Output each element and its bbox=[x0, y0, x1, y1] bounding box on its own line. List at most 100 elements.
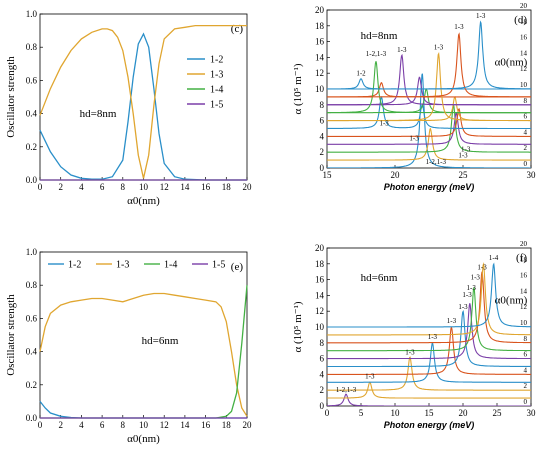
offset-label: 0 bbox=[524, 398, 528, 406]
panel-label: (d) bbox=[514, 14, 527, 26]
x-tick-label: 6 bbox=[100, 420, 105, 430]
x-tick-label: 2 bbox=[58, 420, 63, 430]
spectrum-line-20b bbox=[327, 20, 531, 90]
peak-label: 1-3 bbox=[397, 46, 407, 54]
offset-label: 14 bbox=[520, 287, 528, 295]
y-axis-label: α (10⁵ m⁻¹) bbox=[292, 63, 304, 114]
y-tick-label: 20 bbox=[315, 5, 325, 15]
y-tick-label: 4 bbox=[320, 369, 325, 379]
y-tick-label: 0.4 bbox=[26, 347, 38, 357]
x-tick-label: 4 bbox=[79, 182, 84, 192]
x-tick-label: 14 bbox=[180, 420, 190, 430]
y-tick-label: 12 bbox=[315, 306, 324, 316]
spectrum-line-12 bbox=[327, 303, 531, 360]
panel-label: (f) bbox=[516, 252, 527, 264]
spectrum-line-6 bbox=[327, 341, 531, 383]
spectrum-line-8 bbox=[327, 326, 531, 375]
offset-label: 20 bbox=[520, 240, 528, 248]
y-tick-label: 8 bbox=[320, 100, 325, 110]
y-tick-label: 6 bbox=[320, 116, 325, 126]
y-tick-label: 10 bbox=[315, 322, 325, 332]
y-tick-label: 14 bbox=[315, 52, 325, 62]
spectrum-line-8 bbox=[327, 107, 531, 137]
x-tick-label: 12 bbox=[160, 182, 169, 192]
legend-entry: 1-5 bbox=[212, 260, 225, 271]
legend-entry: 1-4 bbox=[210, 85, 223, 96]
x-tick-label: 30 bbox=[527, 170, 537, 180]
spectrum-line-10 bbox=[327, 96, 531, 130]
spectrum-line-0 bbox=[327, 73, 531, 168]
x-tick-label: 0 bbox=[325, 408, 330, 418]
hd-annotation: hd=6nm bbox=[142, 335, 179, 347]
offset-label: 10 bbox=[520, 81, 528, 89]
offset-label: 16 bbox=[520, 34, 528, 42]
x-tick-label: 8 bbox=[121, 182, 126, 192]
offset-label: 6 bbox=[524, 351, 528, 359]
y-tick-label: 0.0 bbox=[26, 413, 38, 423]
x-tick-label: 8 bbox=[121, 420, 126, 430]
spectrum-line-18b bbox=[327, 32, 531, 98]
spectrum-line-14 bbox=[327, 88, 531, 114]
x-tick-label: 25 bbox=[493, 408, 503, 418]
spectrum-line-4 bbox=[327, 356, 531, 391]
peak-label: 1-3 bbox=[477, 263, 487, 271]
peak-label: 1-3 bbox=[462, 291, 472, 299]
x-tick-label: 15 bbox=[425, 408, 435, 418]
x-tick-label: 5 bbox=[359, 408, 364, 418]
panel-label: (e) bbox=[231, 261, 244, 273]
peak-label: 1-3 bbox=[471, 274, 481, 282]
x-tick-label: 18 bbox=[222, 182, 232, 192]
y-tick-label: 18 bbox=[315, 259, 325, 269]
offset-label: 0 bbox=[524, 160, 528, 168]
spectrum-line-4 bbox=[327, 104, 531, 153]
y-tick-label: 0.2 bbox=[26, 142, 37, 152]
spectrum-line-12b bbox=[327, 52, 531, 122]
x-tick-label: 30 bbox=[527, 408, 537, 418]
spectrum-line-10 bbox=[327, 310, 531, 368]
series-line-1-2 bbox=[39, 32, 247, 181]
x-tick-label: 4 bbox=[79, 420, 84, 430]
x-tick-label: 0 bbox=[38, 182, 43, 192]
spectrum-line-18 bbox=[327, 262, 531, 336]
y-tick-label: 0.4 bbox=[26, 109, 38, 119]
spectra-group bbox=[327, 262, 531, 406]
y-tick-label: 18 bbox=[315, 21, 325, 31]
hd-annotation: hd=8nm bbox=[361, 30, 398, 42]
x-axis-label: Photon energy (meV) bbox=[384, 182, 475, 192]
y-tick-label: 0.8 bbox=[26, 42, 38, 52]
offset-label: 10 bbox=[520, 319, 528, 327]
peak-label: 1-3 bbox=[458, 152, 468, 160]
panel-label: (c) bbox=[231, 23, 244, 35]
panel-e: 0 2 4 6 8 10 12 14 16 18 20 0.0 0.2 0.4 0.6 0.8 1.0 α0(nm… bbox=[5, 247, 252, 445]
x-tick-label: 20 bbox=[243, 182, 253, 192]
peak-label: 1-3 bbox=[461, 145, 471, 153]
peak-label: 1-2 bbox=[356, 70, 366, 78]
legend-title: α0(nm) bbox=[495, 294, 528, 306]
offset-label: 8 bbox=[524, 97, 528, 105]
x-tick-label: 6 bbox=[100, 182, 105, 192]
x-tick-label: 0 bbox=[38, 420, 43, 430]
spectrum-line-16b bbox=[327, 53, 531, 106]
plot-frame bbox=[39, 13, 248, 181]
legend-entry: 1-2 bbox=[68, 260, 81, 271]
y-tick-label: 12 bbox=[315, 68, 324, 78]
y-tick-label: 0.6 bbox=[26, 75, 38, 85]
peak-label: 1-3 bbox=[405, 349, 415, 357]
offset-label: 4 bbox=[524, 128, 528, 136]
peak-label: 1-3 bbox=[466, 284, 476, 292]
x-tick-label: 10 bbox=[139, 420, 149, 430]
spectrum-line-20 bbox=[327, 262, 531, 328]
offset-label: 18 bbox=[520, 18, 528, 26]
peak-label: 1-3 bbox=[447, 317, 457, 325]
legend-entry: 1-4 bbox=[164, 260, 177, 271]
x-tick-label: 18 bbox=[222, 420, 232, 430]
x-tick-label: 20 bbox=[391, 170, 401, 180]
y-tick-label: 0 bbox=[320, 163, 325, 173]
peak-label: 1-3 bbox=[476, 12, 486, 20]
offset-label: 18 bbox=[520, 256, 528, 264]
spectrum-line-14b bbox=[327, 61, 531, 114]
series-line-1-4 bbox=[40, 285, 248, 419]
y-tick-label: 10 bbox=[315, 84, 325, 94]
